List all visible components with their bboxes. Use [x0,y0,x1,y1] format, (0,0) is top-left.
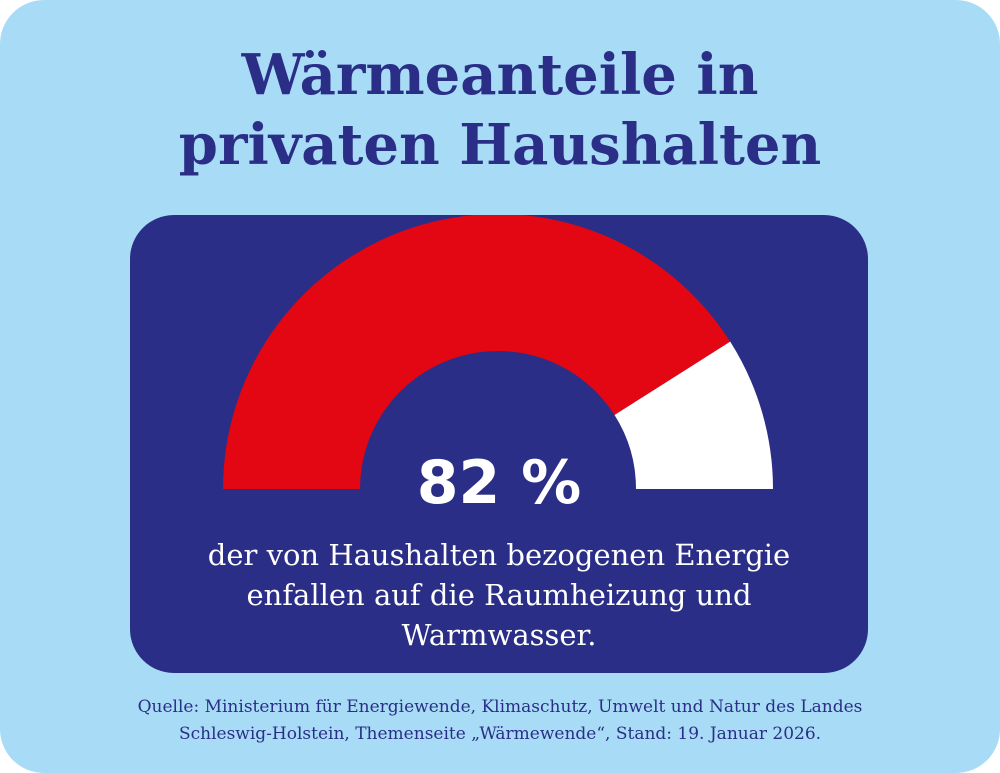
page-title: Wärmeanteile in privaten Haushalten [0,40,1000,180]
title-line-1: Wärmeanteile in [241,42,759,108]
gauge-value-label: 82 % [416,448,582,518]
source-note: Quelle: Ministerium für Energiewende, Kl… [0,694,1000,748]
gauge-filled-segment [223,215,731,489]
description-line-3: Warmwasser. [401,618,597,652]
gauge-chart [223,215,773,489]
description-line-1: der von Haushalten bezogenen Energie [207,538,791,572]
gauge-remainder-segment [614,341,773,489]
description-line-2: enfallen auf die Raumheizung und [246,578,752,612]
gauge-panel: 82 % der von Haushalten bezogenen Energi… [130,215,868,673]
gauge-description: der von Haushalten bezogenen Energie enf… [130,535,868,655]
source-line-2: Schleswig-Holstein, Themenseite „Wärmewe… [178,724,822,744]
title-line-2: privaten Haushalten [178,112,822,178]
source-line-1: Quelle: Ministerium für Energiewende, Kl… [137,697,863,717]
